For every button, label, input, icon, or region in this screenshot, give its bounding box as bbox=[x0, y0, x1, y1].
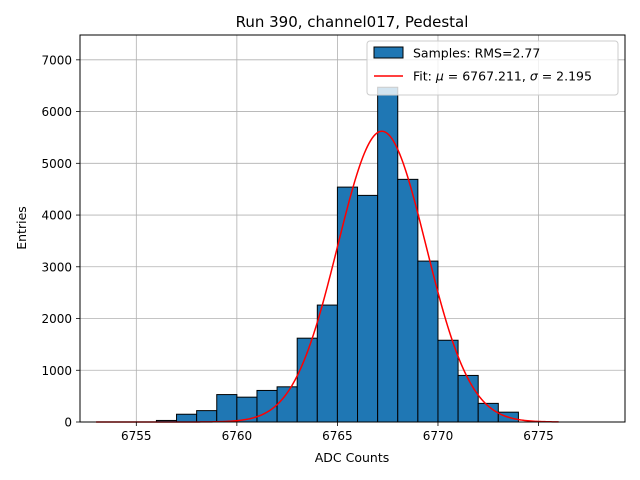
y-tick-label: 4000 bbox=[41, 209, 72, 223]
legend-fit-label: Fit: μ = 6767.211, σ = 2.195 bbox=[413, 69, 592, 84]
y-tick-label: 3000 bbox=[41, 260, 72, 274]
legend-fit-mu-symbol: μ bbox=[435, 69, 444, 84]
legend-fit-sigma-value: = 2.195 bbox=[538, 69, 592, 84]
y-tick-label: 6000 bbox=[41, 105, 72, 119]
legend-box bbox=[366, 40, 619, 96]
x-tick-label: 6770 bbox=[423, 429, 454, 443]
histogram-bar bbox=[336, 186, 359, 423]
histogram-bar bbox=[216, 394, 238, 423]
plot-frame bbox=[79, 34, 626, 423]
x-axis-label: ADC Counts bbox=[315, 450, 390, 465]
y-axis-label: Entries bbox=[14, 206, 29, 250]
x-tick-label: 6765 bbox=[322, 429, 353, 443]
y-tick-label: 0 bbox=[64, 416, 72, 430]
histogram-bar bbox=[457, 374, 479, 423]
histogram-bar bbox=[316, 304, 338, 423]
legend-fit-mu-value: = 6767.211, bbox=[444, 69, 530, 84]
histogram-bar bbox=[176, 413, 198, 423]
x-axis-ticks: 6755 6760 6765 6770 6775 bbox=[121, 422, 554, 443]
x-tick-label: 6755 bbox=[121, 429, 152, 443]
y-tick-label: 1000 bbox=[41, 364, 72, 378]
histogram-bar bbox=[256, 389, 278, 423]
x-tick-label: 6760 bbox=[222, 429, 253, 443]
y-axis-ticks: 0 1000 2000 3000 4000 5000 6000 7000 bbox=[41, 53, 80, 430]
y-tick-label: 7000 bbox=[41, 53, 72, 67]
legend-fit-sigma-symbol: σ bbox=[530, 69, 539, 84]
legend-samples-swatch bbox=[373, 46, 404, 59]
histogram-bar bbox=[196, 410, 218, 423]
chart-title: Run 390, channel017, Pedestal bbox=[236, 13, 469, 31]
y-tick-label: 2000 bbox=[41, 312, 72, 326]
legend-fit-prefix: Fit: bbox=[413, 69, 436, 84]
y-tick-label: 5000 bbox=[41, 157, 72, 171]
legend-samples-label: Samples: RMS=2.77 bbox=[413, 46, 540, 61]
histogram-bar bbox=[377, 86, 399, 423]
histogram-bar bbox=[397, 178, 419, 423]
histogram-bar bbox=[437, 339, 459, 423]
histogram-bar bbox=[357, 194, 379, 423]
x-tick-label: 6775 bbox=[523, 429, 554, 443]
legend: Samples: RMS=2.77 Fit: μ = 6767.211, σ =… bbox=[366, 40, 619, 96]
histogram-bar bbox=[417, 260, 439, 423]
